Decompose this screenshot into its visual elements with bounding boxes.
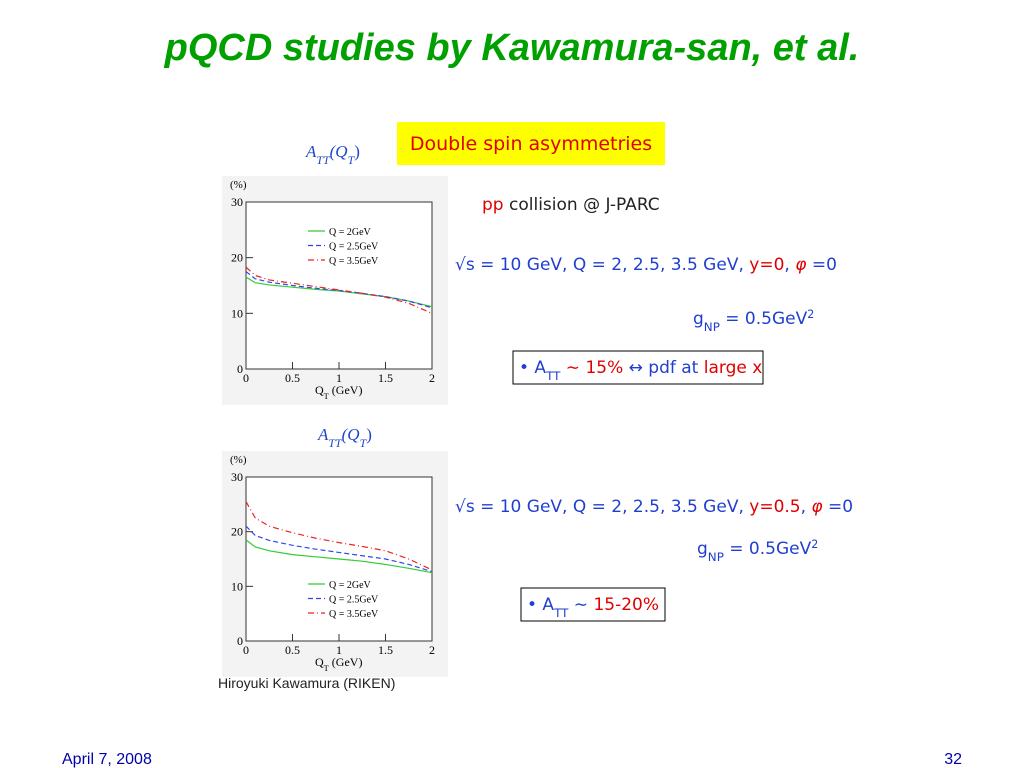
x-tick-label: 0.5 [285,643,300,657]
series-line [245,501,433,571]
series-line [245,525,433,573]
series-line [245,266,433,314]
x-tick-label: 0 [243,643,249,657]
note-part: ↔ pdf at [623,358,704,378]
y-tick-label: 0 [237,362,243,376]
note-box [512,350,764,385]
x-axis-label-part: Q [315,383,324,397]
chart-title-part: T [348,153,356,167]
g-np-part: 2 [807,308,814,321]
y-tick-label: 10 [231,306,243,320]
x-tick-label: 1 [336,643,342,657]
y-tick-label: 30 [231,195,243,209]
note-part: ∼ [568,595,593,615]
chart-title-part: (Q [330,142,348,161]
kinematics: √s = 10 GeV, Q = 2, 2.5, 3.5 GeV, y=0.5,… [455,497,853,517]
kinematics: √s = 10 GeV, Q = 2, 2.5, 3.5 GeV, y=0, φ… [455,255,837,275]
legend-label: Q = 2GeV [329,580,372,591]
g-np-part: 2 [811,538,818,551]
date: April 7, 2008 [62,751,152,768]
note-part: • A [519,358,546,378]
y-tick-label: 30 [231,470,243,484]
g-np-part: = 0.5GeV [724,539,812,559]
y-axis-label: (%) [230,179,247,191]
note-part: TT [545,369,561,383]
chart-title: ATT(QT) [317,425,372,450]
x-tick-label: 2 [429,371,435,385]
y-tick-label: 20 [231,525,243,539]
g-np-part: = 0.5GeV [720,309,808,329]
chart-title-part: A [317,425,329,444]
kinematics-part: φ [795,255,807,275]
g-np-part: NP [708,550,724,564]
kinematics-part: y=0 [749,255,784,275]
g-np-part: g [693,309,704,329]
x-axis-label-part: (GeV) [329,655,363,669]
g-np-part: g [697,539,708,559]
kinematics-part: , [784,255,795,275]
x-tick-label: 1 [336,371,342,385]
chart-title-part: T [360,436,368,450]
chart-title-part: TT [328,436,343,450]
x-axis-label: QT (GeV) [315,383,362,401]
legend-label: Q = 3.5GeV [329,256,379,267]
x-axis-label-part: (GeV) [329,383,363,397]
series-line [245,539,433,574]
g-np: gNP = 0.5GeV2 [697,538,818,565]
note-part: large x [704,358,763,378]
x-axis-label-part: T [324,664,329,673]
kinematics-part: =0 [806,255,836,275]
kinematics-part: √s = 10 GeV, Q = 2, 2.5, 3.5 GeV, [455,497,749,517]
kinematics-part: φ [811,497,823,517]
x-tick-label: 2 [429,643,435,657]
x-tick-label: 1.5 [378,643,393,657]
collision: pp collision @ J-PARC [482,195,660,215]
legend-label: Q = 2GeV [329,227,372,238]
x-axis-label: QT (GeV) [315,655,362,673]
x-tick-label: 1.5 [378,371,393,385]
note: • ATT ∼ 15-20% [527,595,659,620]
legend-label: Q = 2.5GeV [329,595,379,606]
legend-label: Q = 2.5GeV [329,242,379,253]
collision-part: pp [482,195,504,215]
x-axis-label-part: Q [315,655,324,669]
g-np: gNP = 0.5GeV2 [693,308,814,335]
note: • ATT ∼ 15% ↔ pdf at large x [519,358,762,383]
note-box [520,587,666,622]
series-line [245,271,433,309]
chart-title: ATT(QT) [305,142,360,167]
highlight-box [397,122,665,165]
y-tick-label: 20 [231,251,243,265]
chart-title-part: ) [354,142,360,161]
collision-part: collision @ J-PARC [504,195,660,215]
chart-title-part: (Q [342,425,360,444]
kinematics-part: , [801,497,812,517]
note-part: 15-20% [593,595,659,615]
credit: Hiroyuki Kawamura (RIKEN) [218,675,395,691]
legend-label: Q = 3.5GeV [329,609,379,620]
g-np-part: NP [704,320,720,334]
chart-title-part: TT [316,153,331,167]
kinematics-part: =0 [823,497,853,517]
kinematics-part: y=0.5 [749,497,800,517]
page-number: 32 [944,751,962,768]
chart-title-part: A [305,142,317,161]
y-axis-label: (%) [230,454,247,466]
x-axis-label-part: T [324,392,329,401]
y-tick-label: 0 [237,634,243,648]
kinematics-part: √s = 10 GeV, Q = 2, 2.5, 3.5 GeV, [455,255,749,275]
note-part: ∼ 15% [560,358,623,378]
x-tick-label: 0.5 [285,371,300,385]
highlight-text: Double spin asymmetries [410,133,652,155]
note-part: TT [553,606,569,620]
chart-title-part: ) [366,425,372,444]
y-tick-label: 10 [231,579,243,593]
note-part: • A [527,595,554,615]
x-tick-label: 0 [243,371,249,385]
slide-title: pQCD studies by Kawamura-san, et al. [164,27,860,69]
